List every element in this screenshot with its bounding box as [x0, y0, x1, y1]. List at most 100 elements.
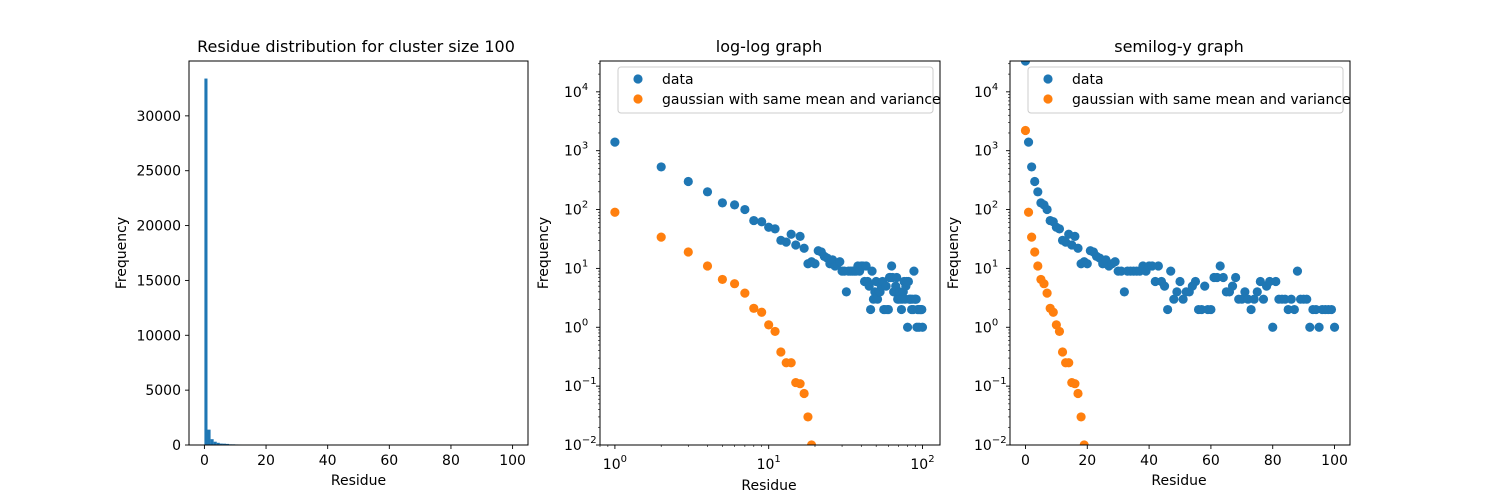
log-log-legend-box	[617, 66, 934, 114]
semilog-y-point-data	[1240, 287, 1250, 297]
histogram-x-tick-label: 20	[257, 453, 275, 469]
semilog-y-point-data	[1163, 304, 1173, 315]
semilog-y-x-tick-label: 60	[1202, 453, 1220, 469]
semilog-y-point-data	[1268, 322, 1278, 332]
log-log-y-tick-label: 101	[564, 258, 588, 277]
log-log-point-gaussian	[776, 347, 786, 357]
semilog-y-point-data	[1292, 266, 1303, 276]
semilog-y-point-gaussian	[1020, 125, 1031, 136]
semilog-y-point-data	[1054, 224, 1065, 234]
log-log-point-data	[717, 198, 727, 208]
semilog-y-point-data	[1302, 294, 1312, 304]
histogram-x-axis-label: Residue	[331, 473, 386, 489]
histogram-y-tick-label: 5000	[145, 383, 181, 399]
log-log-points	[610, 137, 928, 445]
histogram-x-tick-label: 40	[319, 453, 337, 469]
log-log-point-gaussian	[610, 207, 620, 217]
semilog-y-axes-frame	[1009, 60, 1351, 446]
log-log-point-data	[729, 200, 740, 210]
histogram-y-tick-label: 25000	[136, 164, 181, 180]
semilog-y-panel: semilog-y graph Residue Frequency 0 20 40 6…	[946, 37, 1351, 489]
histogram-bar	[222, 443, 226, 445]
semilog-y-point-data	[1218, 272, 1228, 283]
semilog-y-point-data	[1206, 304, 1216, 315]
histogram-x-tick-label: 80	[442, 453, 460, 469]
semilog-y-point-data	[1073, 243, 1083, 253]
semilog-y-point-data	[1159, 281, 1170, 291]
histogram-y-tick-label: 20000	[136, 219, 181, 235]
log-log-x-tick-label: 101	[757, 454, 781, 473]
histogram-bar	[210, 439, 214, 445]
log-log-point-gaussian	[799, 388, 809, 399]
log-log-y-tick-label: 10−1	[564, 376, 597, 395]
semilog-y-y-tick-label: 10−1	[974, 376, 1007, 395]
log-log-point-gaussian	[729, 279, 740, 289]
log-log-point-data	[902, 322, 913, 332]
semilog-y-legend-marker-data	[1043, 74, 1053, 84]
log-log-point-data	[861, 261, 871, 271]
log-log-y-tick-label: 103	[564, 141, 588, 160]
log-log-point-data	[883, 304, 893, 315]
log-log-point-data	[791, 240, 801, 250]
log-log-x-tick-label: 100	[603, 454, 627, 473]
histogram-bar	[207, 429, 211, 445]
log-log-legend-marker-data	[633, 74, 643, 84]
semilog-y-point-data	[1249, 294, 1259, 304]
semilog-y-point-data	[1190, 276, 1201, 287]
semilog-y-point-data	[1305, 322, 1315, 332]
semilog-y-legend-label-data: data	[1072, 72, 1104, 88]
log-log-point-data	[867, 266, 877, 276]
semilog-y-point-gaussian	[1073, 388, 1083, 399]
log-log-point-data	[810, 259, 820, 269]
log-log-x-axis-label: Residue	[741, 478, 796, 494]
semilog-y-point-data	[1178, 294, 1188, 304]
log-log-point-data	[917, 304, 927, 315]
log-log-point-data	[903, 276, 914, 287]
semilog-y-x-tick-label: 80	[1264, 453, 1282, 469]
semilog-y-y-tick-label: 10−2	[974, 435, 1007, 454]
log-log-point-gaussian	[656, 232, 666, 242]
semilog-y-point-data	[1166, 266, 1176, 276]
semilog-y-point-gaussian	[1048, 307, 1058, 317]
semilog-y-legend-marker-gaussian	[1043, 94, 1053, 104]
histogram-y-tick-label: 15000	[136, 273, 181, 289]
semilog-y-x-tick-label: 0	[1021, 453, 1030, 469]
semilog-y-point-gaussian	[1027, 232, 1037, 242]
semilog-y-point-gaussian	[1076, 412, 1086, 422]
histogram-bar	[216, 442, 220, 445]
log-log-panel: log-log graph Residue Frequency 100 101 10…	[536, 37, 941, 494]
semilog-y-point-data	[1314, 322, 1324, 332]
log-log-y-tick-label: 10−2	[564, 435, 597, 454]
log-log-point-data	[656, 162, 666, 172]
log-log-y-axis-label: Frequency	[536, 217, 552, 289]
semilog-y-point-data	[1329, 322, 1340, 332]
log-log-point-data	[841, 287, 851, 297]
log-log-point-data	[799, 243, 809, 253]
semilog-y-y-tick-label: 104	[974, 82, 998, 101]
log-log-y-tick-label: 104	[564, 82, 588, 101]
histogram-bar	[225, 443, 230, 445]
semilog-y-series-gaussian	[1020, 125, 1089, 445]
semilog-y-point-data	[1252, 287, 1262, 297]
semilog-y-x-tick-label: 20	[1078, 453, 1096, 469]
semilog-y-point-gaussian	[1070, 379, 1080, 389]
log-log-axes-frame	[599, 60, 941, 446]
semilog-y-y-tick-label: 100	[974, 317, 998, 336]
semilog-y-point-data	[1200, 281, 1210, 291]
log-log-point-data	[896, 304, 907, 315]
log-log-series-gaussian	[610, 207, 817, 445]
semilog-y-x-axis-label: Residue	[1151, 473, 1206, 489]
semilog-y-point-gaussian	[1064, 358, 1074, 368]
log-log-point-data	[866, 304, 876, 315]
log-log-series-data	[610, 137, 928, 332]
semilog-y-y-axis-label: Frequency	[946, 217, 962, 289]
semilog-y-y-tick-label: 102	[974, 200, 998, 219]
histogram-y-axis-label: Frequency	[114, 217, 130, 289]
log-log-point-gaussian	[740, 288, 750, 298]
semilog-y-point-gaussian	[1039, 279, 1049, 289]
semilog-y-point-data	[1082, 259, 1092, 269]
semilog-y-point-data	[1110, 257, 1120, 267]
log-log-point-data	[770, 224, 780, 234]
semilog-y-point-data	[1172, 287, 1182, 297]
